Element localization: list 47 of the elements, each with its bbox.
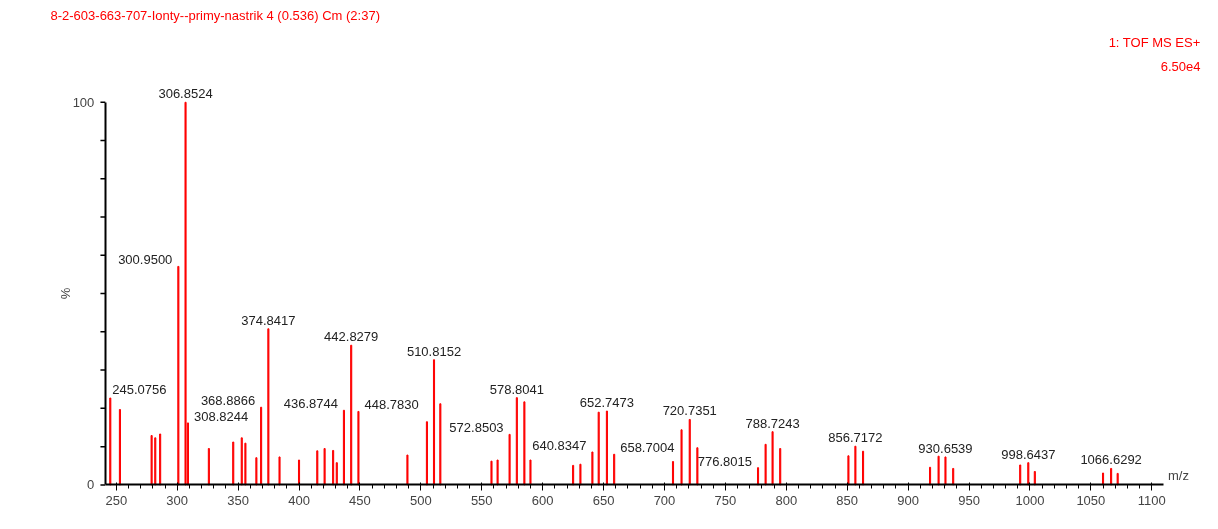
x-tick-label: 900 (897, 492, 919, 508)
chart-title: 8-2-603-663-707-Ionty--primy-nastrik 4 (0.536) Cm (2:37) (50, 7, 380, 23)
annotation: 578.8041 (489, 381, 544, 397)
x-tick-label: 1100 (1137, 492, 1166, 508)
x-tick-label: 800 (775, 492, 798, 508)
annotation: 930.6539 (918, 440, 973, 456)
x-tick-label: 700 (653, 492, 676, 508)
x-tick-label: 550 (470, 492, 493, 508)
annotation: 308.8244 (193, 408, 249, 424)
annotation: 436.8744 (283, 396, 338, 412)
annotation: 640.8347 (532, 437, 587, 453)
x-tick-label: 650 (592, 492, 615, 508)
annotation: 572.8503 (449, 420, 504, 436)
x-tick-label: 500 (409, 492, 432, 508)
annotation: 374.8417 (241, 312, 296, 328)
annotation: 245.0756 (112, 382, 167, 398)
annotation: 788.7243 (745, 415, 800, 431)
x-tick-label: 600 (531, 492, 554, 508)
annotation: 658.7004 (620, 440, 675, 456)
x-tick-label: 300 (166, 492, 189, 508)
text: 1: TOF MS ES+ (1108, 34, 1201, 50)
annotation: 856.7172 (828, 430, 883, 446)
annotation: 998.6437 (1001, 446, 1056, 462)
x-tick-label: 1050 (1076, 492, 1106, 508)
x-tick-label: 250 (105, 492, 128, 508)
annotation: 448.7830 (364, 397, 419, 413)
annotation: 720.7351 (662, 403, 717, 419)
annotation: 1066.6292 (1080, 452, 1142, 468)
x-tick-label: 450 (349, 492, 371, 508)
annotation: 442.8279 (324, 329, 379, 345)
annotation: 300.9500 (118, 252, 173, 268)
annotation: 368.8866 (200, 393, 256, 409)
annotation: 510.8152 (406, 343, 462, 359)
y-tick-label: 100 (72, 94, 95, 110)
annotation: 652.7473 (579, 395, 635, 411)
y-axis-title: % (58, 287, 74, 300)
text: 6.50e4 (1160, 58, 1201, 74)
x-tick-label: 400 (288, 492, 310, 508)
annotation: 306.8524 (158, 86, 213, 102)
x-tick-label: 350 (227, 492, 249, 508)
x-tick-label: 1000 (1015, 492, 1045, 508)
annotation: 776.8015 (697, 453, 753, 469)
x-tick-label: 850 (836, 492, 859, 508)
x-axis-title: m/z (1167, 467, 1189, 483)
x-tick-label: 750 (714, 492, 737, 508)
y-tick-label: 0 (87, 477, 95, 493)
x-tick-label: 950 (958, 492, 980, 508)
